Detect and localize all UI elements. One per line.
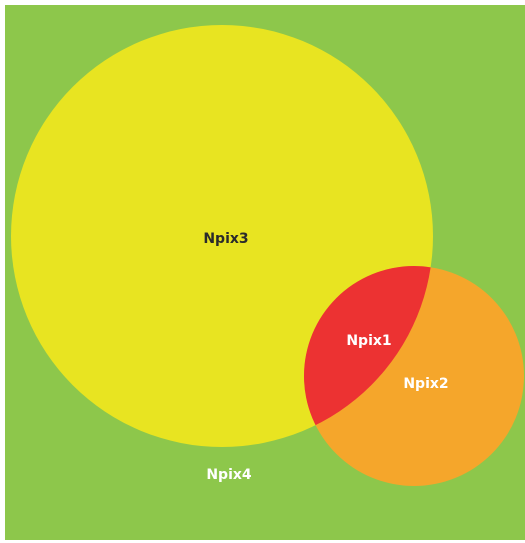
label-npix4: Npix4	[206, 467, 252, 483]
label-npix3: Npix3	[203, 231, 248, 247]
label-npix1: Npix1	[346, 333, 391, 349]
label-npix2: Npix2	[403, 376, 448, 392]
